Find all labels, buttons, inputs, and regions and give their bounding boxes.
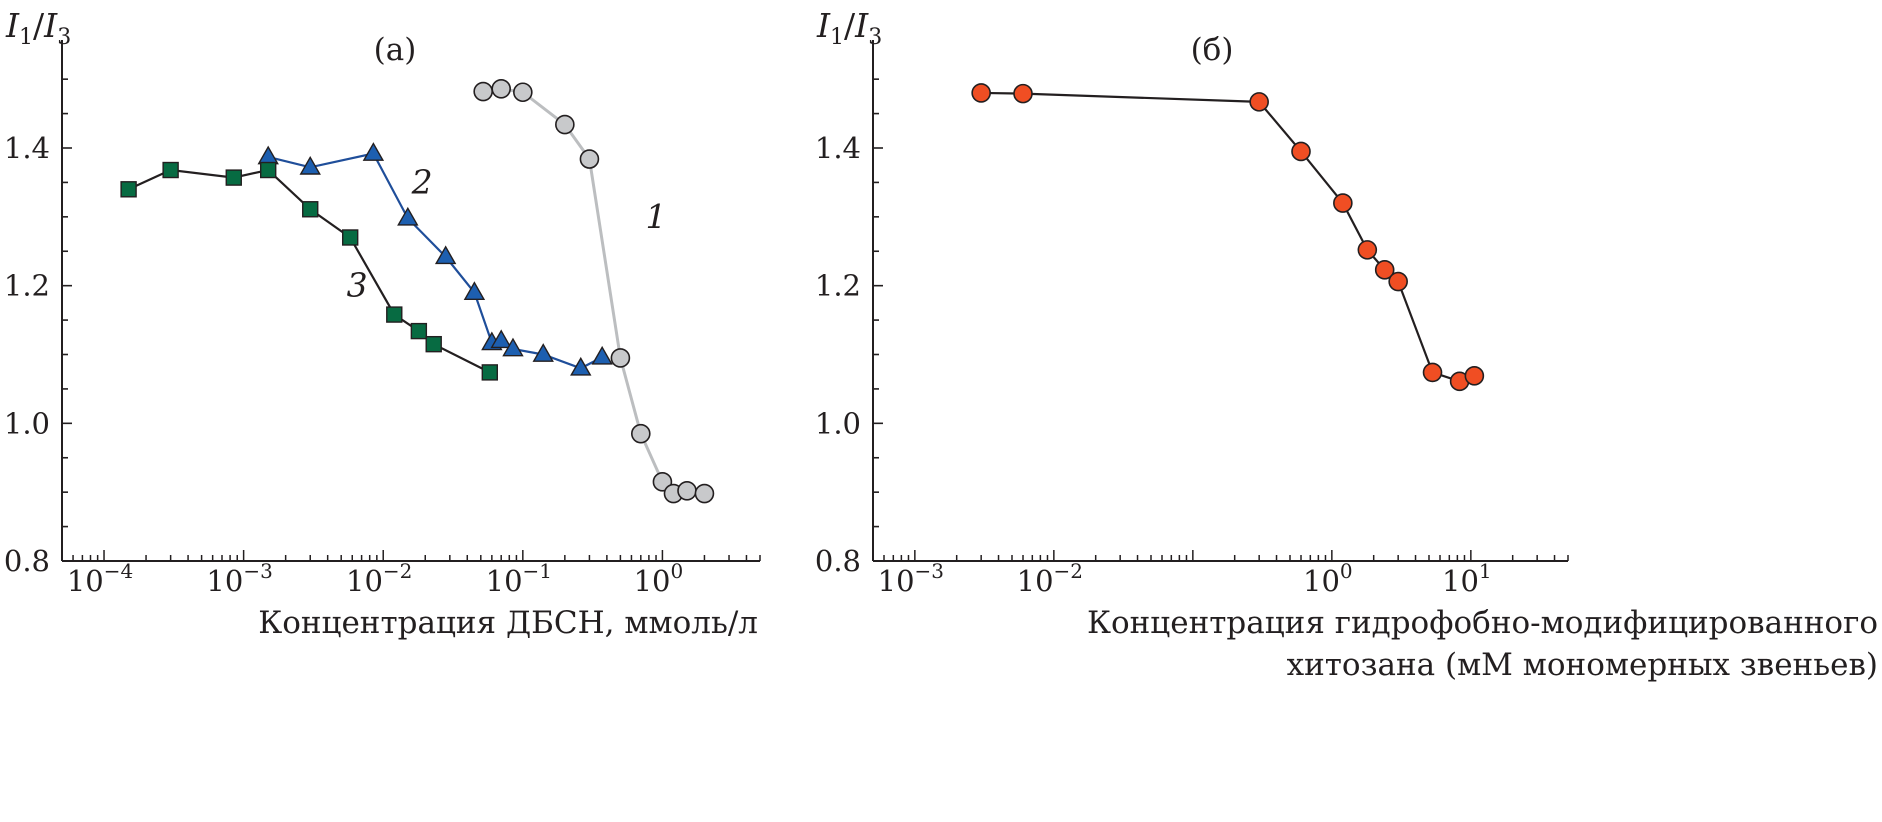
data-point [971, 83, 991, 103]
data-point [463, 281, 486, 300]
series-line [981, 91, 1475, 383]
data-point [610, 348, 631, 368]
data-point [555, 114, 575, 135]
data-point [434, 245, 457, 265]
y-tick-label: 1.0 [815, 406, 861, 440]
data-point [513, 82, 533, 103]
data-point [225, 169, 242, 186]
series-label: 2 [411, 162, 433, 201]
data-point [1374, 260, 1395, 280]
data-point [302, 201, 319, 218]
data-point [481, 364, 498, 381]
y-tick-label: 1.4 [815, 131, 861, 165]
data-point [299, 155, 321, 175]
x-tick-label: 101 [1442, 559, 1492, 598]
data-point [260, 161, 277, 179]
data-point [591, 345, 613, 365]
chart-panel-a: 0.8 1.0 1.2 1.4 10−4 10−3 10−2 10−1 100 1 2 3 (а) I… [4, 6, 761, 641]
data-point [1388, 271, 1408, 292]
data-point [491, 79, 511, 99]
series-label: 3 [347, 266, 368, 305]
data-point [425, 335, 442, 353]
panel-b-plot-area: 0.8 1.0 1.2 1.4 10−3 10−2 100 101 [815, 40, 1569, 598]
data-point [397, 206, 419, 226]
y-tick-label: 1.2 [4, 269, 50, 303]
y-tick-label: 0.8 [815, 544, 861, 578]
panel-a-x-axis-label: Концентрация ДБСН, ммоль/л [258, 605, 758, 641]
data-point [1333, 193, 1353, 213]
panel-b-y-axis-label: I1/I3 [816, 6, 882, 50]
x-tick-label: 100 [634, 559, 684, 598]
y-tick-label: 1.0 [4, 406, 50, 440]
data-point [362, 142, 385, 161]
data-point [570, 356, 592, 376]
series-line [482, 87, 705, 496]
data-point [386, 306, 403, 323]
data-point [677, 480, 697, 501]
data-point [532, 343, 554, 362]
x-tick-label: 100 [1303, 559, 1353, 598]
data-point [1422, 362, 1443, 383]
data-point [341, 229, 359, 246]
data-point [473, 81, 493, 102]
y-tick-label: 0.8 [4, 544, 50, 578]
data-point [490, 329, 512, 349]
panel-a-plot-area: 0.8 1.0 1.2 1.4 10−4 10−3 10−2 10−1 100 1 2 3 [4, 40, 761, 598]
data-point [162, 161, 179, 179]
chart-panel-b: 0.8 1.0 1.2 1.4 10−3 10−2 100 101 (б) I1/I3 Кон… [815, 6, 1878, 683]
panel-a-label: (а) [374, 32, 417, 68]
data-point [1357, 240, 1378, 260]
data-point [694, 483, 715, 504]
data-point [1464, 366, 1485, 386]
x-tick-label: 10−2 [346, 559, 412, 598]
data-point [502, 337, 524, 357]
series-label: 1 [646, 197, 667, 236]
data-point [579, 149, 600, 169]
panel-b-label: (б) [1191, 32, 1234, 68]
x-tick-label: 10−3 [878, 559, 944, 598]
panel-b-x-axis-label-line-1: Концентрация гидрофобно-модифицированног… [1087, 605, 1878, 641]
x-tick-label: 10−4 [67, 559, 133, 598]
data-point [120, 181, 137, 198]
data-point [257, 145, 279, 165]
panel-b-x-axis-label-line-2: хитозана (мМ мономерных звеньев) [1287, 647, 1878, 683]
data-point [630, 423, 651, 444]
y-tick-label: 1.4 [4, 131, 50, 165]
data-point [410, 322, 428, 340]
x-tick-label: 10−3 [206, 559, 272, 598]
panel-a-y-axis-label: I1/I3 [5, 6, 71, 50]
x-tick-label: 10−1 [486, 559, 552, 598]
data-point [1013, 83, 1033, 104]
x-tick-label: 10−2 [1017, 559, 1083, 598]
data-point [1291, 141, 1311, 162]
data-point [1249, 92, 1269, 112]
y-tick-label: 1.2 [815, 269, 861, 303]
